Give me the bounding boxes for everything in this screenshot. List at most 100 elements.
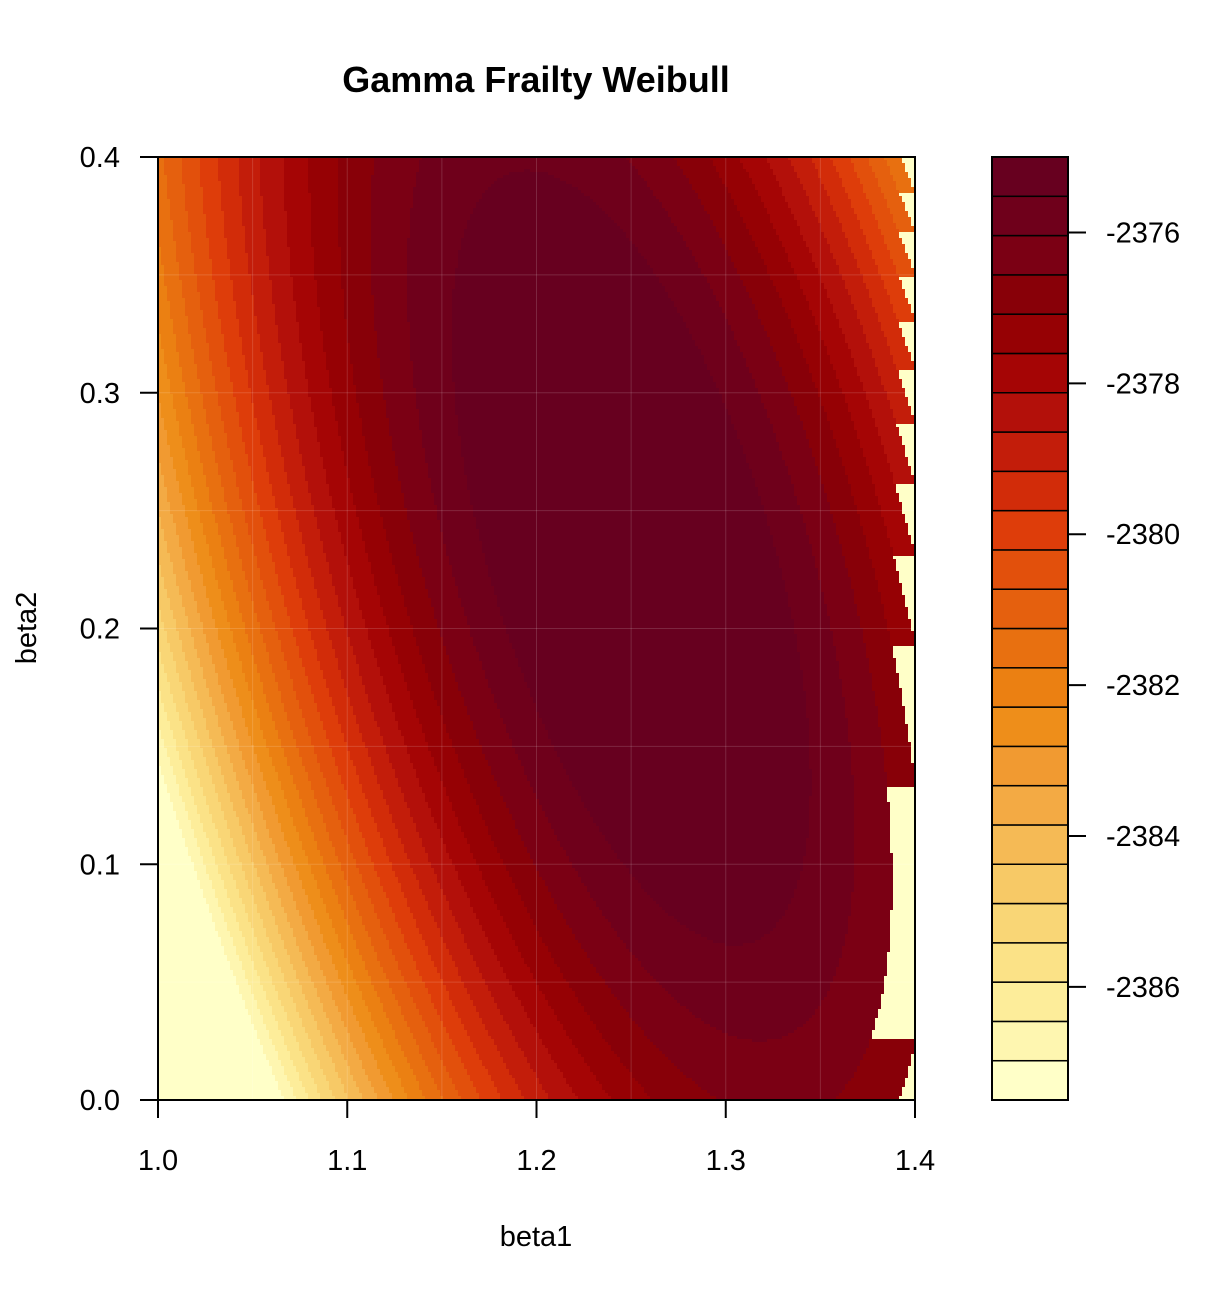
contour-band-cell [767, 514, 803, 517]
contour-band-cell [380, 598, 404, 601]
contour-band-cell [287, 244, 311, 247]
contour-band-cell [842, 694, 875, 697]
contour-band-cell [251, 652, 269, 655]
contour-band-cell [173, 616, 188, 619]
contour-band-cell [218, 532, 233, 535]
contour-band-cell [854, 307, 875, 310]
contour-band-cell [803, 679, 842, 682]
contour-band-cell [176, 250, 191, 253]
contour-band-cell [266, 466, 284, 469]
contour-band-cell [242, 667, 257, 670]
contour-band-cell [191, 343, 209, 346]
contour-band-cell [812, 310, 833, 313]
contour-band-cell [884, 196, 902, 199]
contour-band-cell [440, 709, 467, 712]
contour-band-cell [284, 157, 308, 160]
contour-band-cell [191, 634, 206, 637]
contour-band-cell [407, 607, 434, 610]
contour-band-cell [158, 619, 161, 622]
contour-band-cell [704, 358, 746, 361]
contour-band-cell [218, 628, 230, 631]
contour-band-cell [371, 703, 392, 706]
contour-band-cell [488, 679, 524, 682]
contour-band-cell [791, 319, 815, 322]
contour-band-cell [887, 343, 905, 346]
contour-band-cell [284, 181, 308, 184]
contour-band-cell [248, 256, 269, 259]
contour-band-cell [224, 499, 242, 502]
contour-band-cell [260, 505, 275, 508]
contour-band-cell [497, 598, 788, 601]
contour-band-cell [380, 364, 413, 367]
contour-band-cell [314, 577, 332, 580]
contour-band-cell [809, 364, 833, 367]
contour-band-cell [302, 658, 317, 661]
contour-band-cell [458, 754, 485, 757]
contour-band-cell [842, 223, 860, 226]
contour-band-cell [863, 637, 890, 640]
contour-band-cell [308, 565, 329, 568]
contour-band-cell [296, 313, 320, 316]
contour-band-cell [836, 370, 857, 373]
contour-band-cell [260, 433, 278, 436]
contour-band-cell [269, 388, 287, 391]
contour-band-cell [176, 670, 191, 673]
contour-band-cell [239, 745, 254, 748]
contour-band-cell [437, 505, 473, 508]
contour-band-cell [728, 319, 761, 322]
contour-band-cell [224, 775, 236, 778]
contour-band-cell [455, 583, 491, 586]
contour-band-cell [776, 439, 809, 442]
contour-band-cell [224, 601, 239, 604]
contour-band-cell [872, 415, 893, 418]
contour-band-cell [338, 199, 371, 202]
contour-band-cell [830, 355, 851, 358]
contour-band-cell [302, 712, 320, 715]
contour-band-cell [161, 253, 176, 256]
contour-band-cell [410, 223, 467, 226]
contour-band-cell [806, 361, 830, 364]
contour-band-cell [236, 691, 251, 694]
contour-band-cell [158, 214, 170, 217]
contour-band-cell [248, 463, 266, 466]
contour-band-cell [287, 610, 305, 613]
contour-band-cell [209, 499, 224, 502]
contour-band-cell [311, 208, 338, 211]
contour-band-cell [668, 211, 707, 214]
contour-band-cell [377, 343, 410, 346]
contour-band-cell [803, 187, 824, 190]
contour-band-cell [476, 205, 599, 208]
contour-band-cell [779, 238, 803, 241]
contour-band-cell [371, 190, 413, 193]
contour-band-cell [659, 277, 707, 280]
contour-band-cell [158, 364, 167, 367]
contour-band-cell [311, 403, 332, 406]
contour-band-cell [206, 334, 224, 337]
contour-band-cell [224, 421, 239, 424]
contour-band-cell [818, 325, 839, 328]
contour-band-cell [227, 256, 248, 259]
contour-band-cell [683, 319, 728, 322]
contour-band-cell [581, 190, 653, 193]
contour-band-cell [884, 193, 899, 196]
contour-band-cell [191, 238, 209, 241]
contour-band-cell [263, 454, 281, 457]
contour-band-cell [242, 211, 263, 214]
contour-band-cell [386, 751, 407, 754]
contour-band-cell [233, 679, 245, 682]
contour-band-cell [761, 400, 794, 403]
contour-band-cell [413, 700, 437, 703]
contour-band-cell [206, 331, 221, 334]
contour-band-cell [284, 175, 308, 178]
contour-band-cell [803, 355, 830, 358]
contour-band-cell [452, 571, 488, 574]
contour-band-cell [893, 472, 911, 475]
contour-band-cell [326, 469, 347, 472]
contour-band-cell [458, 256, 644, 259]
contour-band-cell [170, 217, 188, 220]
contour-band-cell [452, 343, 695, 346]
contour-band-cell [860, 514, 881, 517]
contour-band-cell [257, 712, 272, 715]
contour-band-cell [392, 703, 413, 706]
contour-band-cell [833, 640, 863, 643]
